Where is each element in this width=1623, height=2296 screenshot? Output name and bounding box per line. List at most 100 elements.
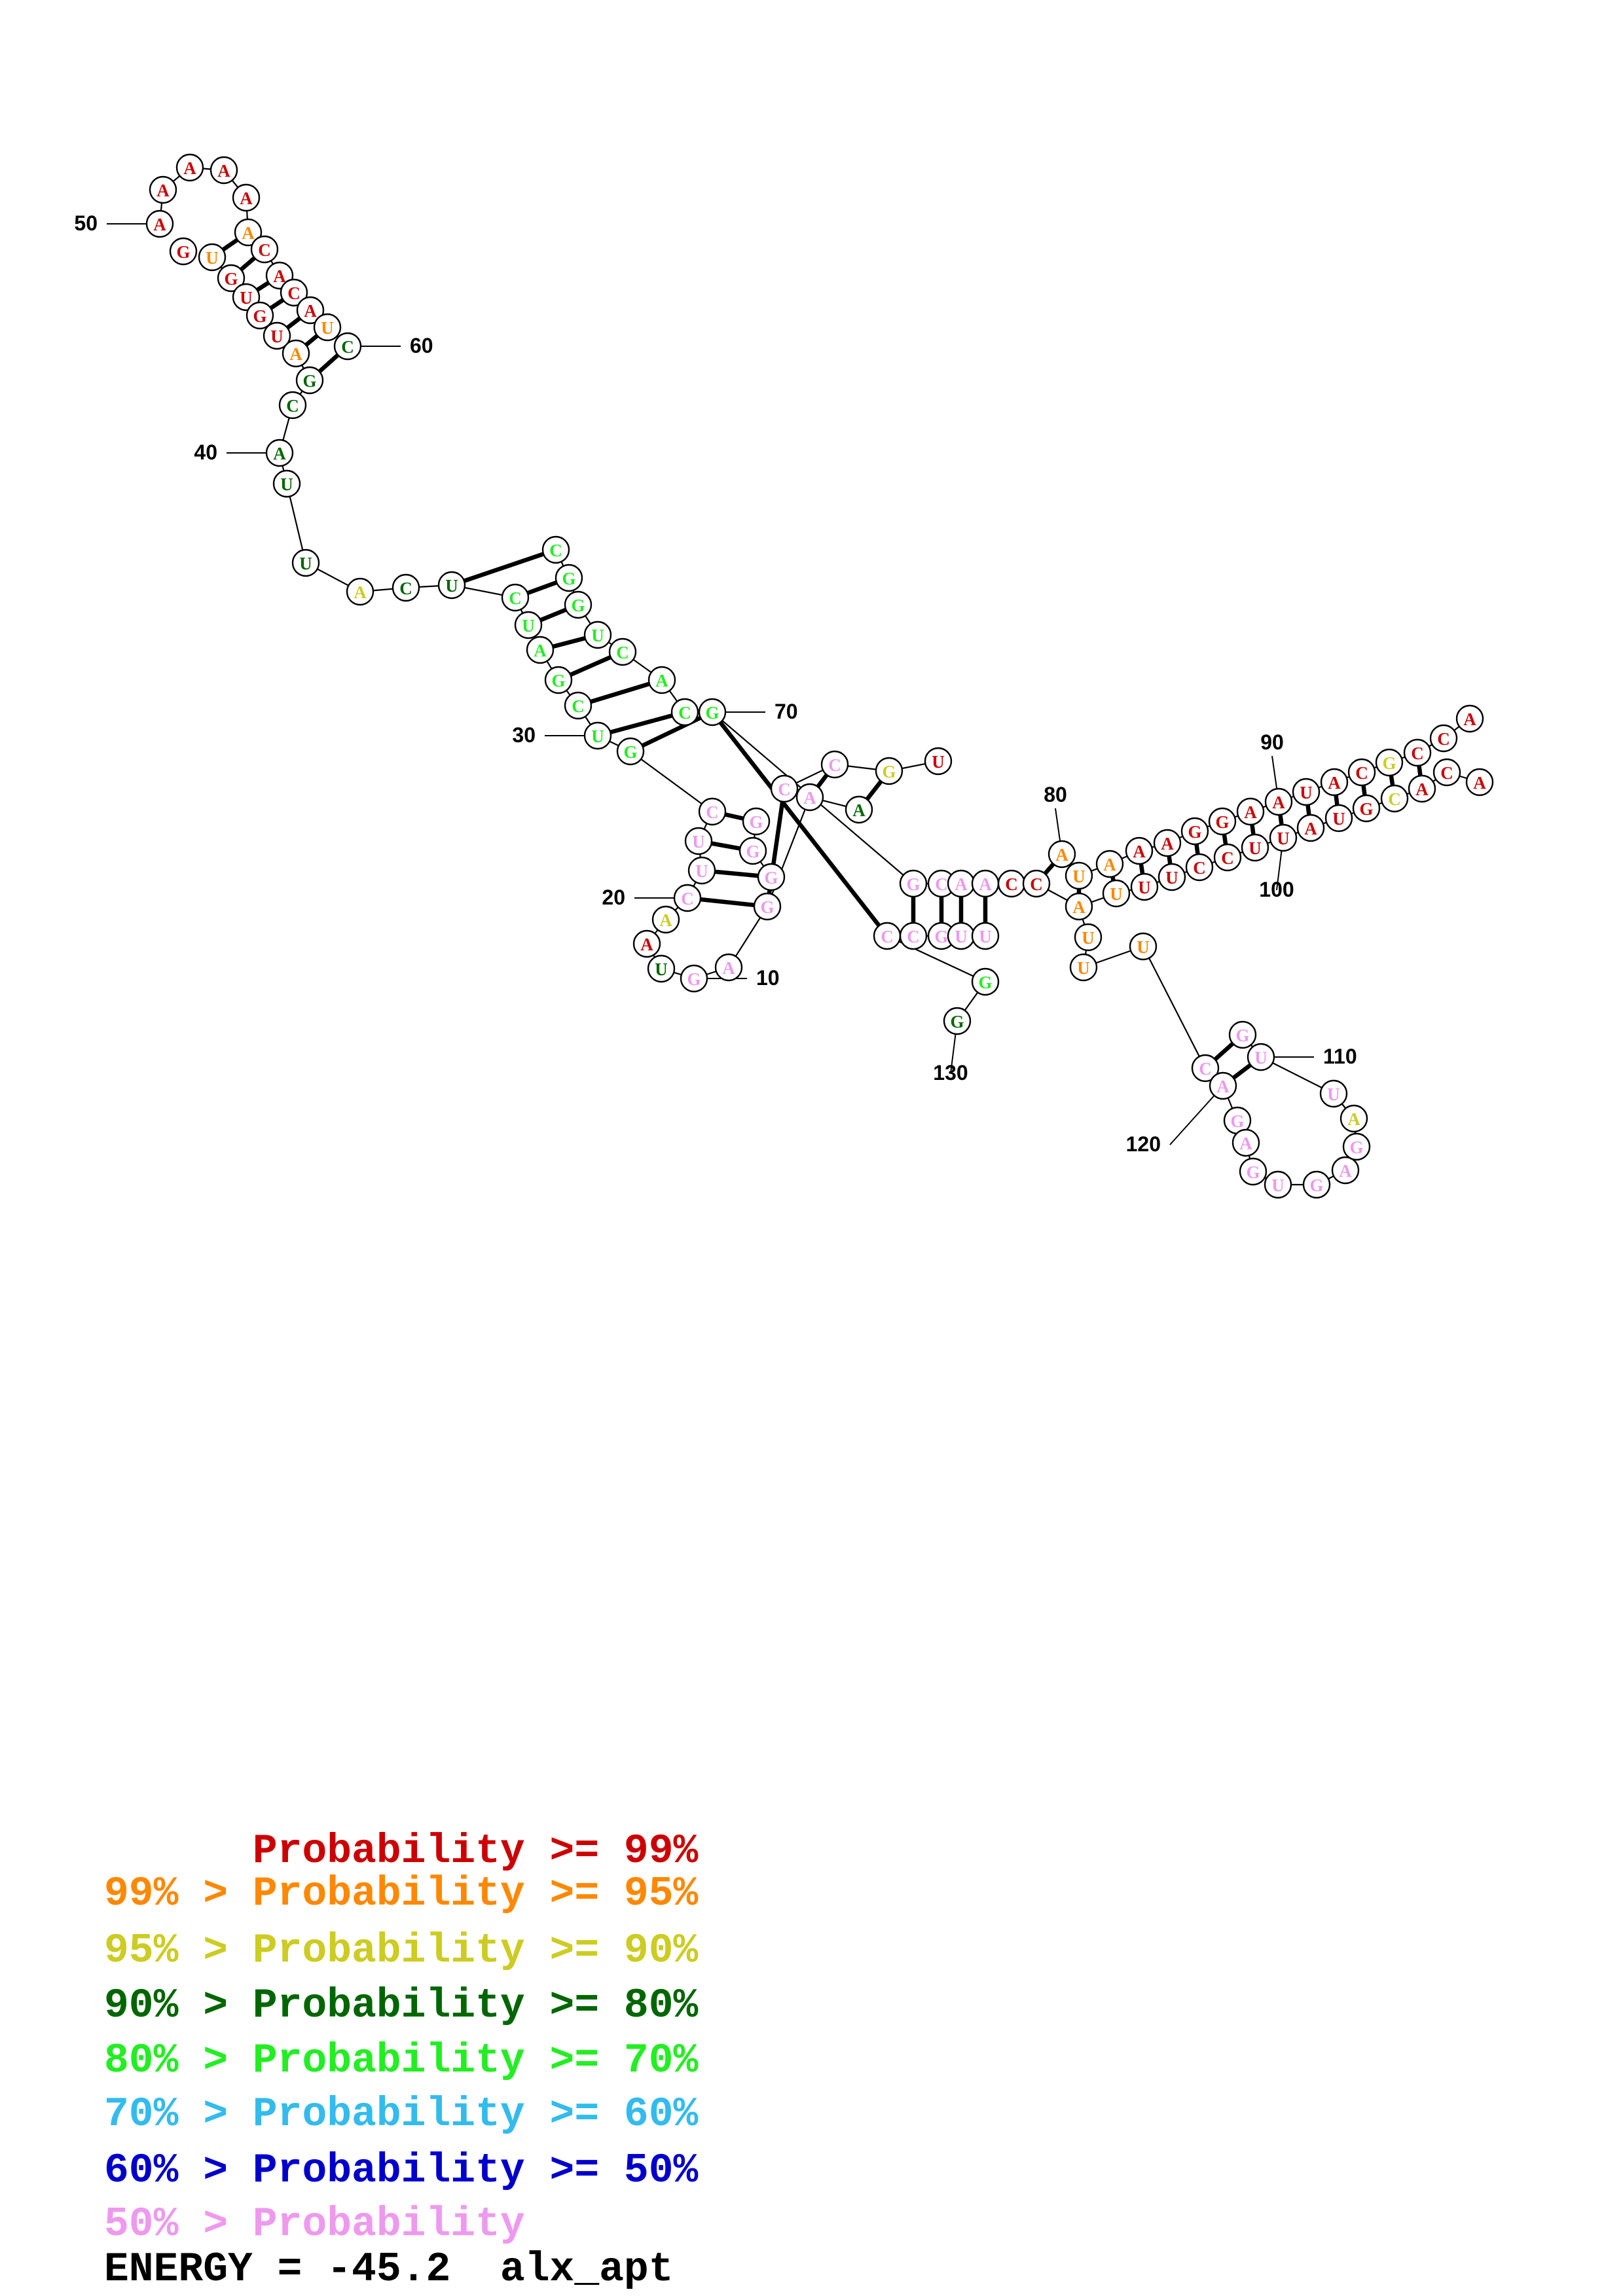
svg-text:G: G [302, 371, 316, 391]
svg-text:G: G [906, 874, 920, 894]
svg-text:A: A [1133, 842, 1146, 861]
svg-text:G: G [1309, 1175, 1323, 1195]
svg-text:C: C [1355, 763, 1368, 783]
svg-text:G: G [1188, 822, 1201, 842]
svg-text:C: C [681, 889, 694, 908]
svg-text:A: A [640, 935, 653, 954]
svg-text:C: C [616, 643, 629, 662]
svg-text:U: U [1249, 838, 1262, 858]
svg-text:C: C [1440, 763, 1453, 783]
svg-text:A: A [1244, 802, 1257, 822]
svg-text:A: A [1463, 709, 1476, 729]
svg-text:U: U [1137, 937, 1150, 957]
svg-text:A: A [1347, 1109, 1360, 1129]
svg-text:C: C [935, 874, 948, 894]
svg-text:G: G [760, 897, 774, 917]
svg-text:U: U [1072, 867, 1085, 886]
svg-text:A: A [242, 223, 255, 243]
svg-text:G: G [705, 703, 719, 723]
svg-text:A: A [273, 444, 286, 463]
svg-text:A: A [1328, 773, 1341, 793]
svg-text:130: 130 [933, 1061, 968, 1085]
svg-text:G: G [687, 969, 701, 989]
svg-text:A: A [1473, 773, 1486, 793]
svg-text:110: 110 [1323, 1045, 1357, 1068]
svg-text:U: U [206, 248, 219, 268]
svg-text:A: A [1239, 1134, 1252, 1153]
svg-text:U: U [979, 927, 992, 946]
svg-text:U: U [522, 616, 535, 636]
svg-text:A: A [1103, 855, 1116, 874]
svg-text:G: G [764, 868, 778, 888]
svg-text:A: A [659, 910, 672, 930]
svg-text:G: G [950, 1012, 964, 1031]
svg-text:G: G [1349, 1138, 1363, 1157]
svg-text:A: A [1055, 845, 1068, 865]
svg-text:A: A [289, 344, 302, 364]
svg-text:20: 20 [602, 886, 625, 909]
svg-text:G: G [978, 973, 992, 992]
svg-text:G: G [571, 596, 585, 615]
svg-text:C: C [828, 755, 841, 775]
svg-text:C: C [1437, 729, 1450, 749]
svg-text:C: C [287, 283, 301, 303]
svg-text:A: A [153, 215, 166, 234]
svg-text:G: G [253, 306, 266, 326]
svg-text:60: 60 [410, 334, 433, 357]
svg-text:U: U [655, 960, 668, 979]
svg-text:C: C [1030, 874, 1043, 894]
svg-text:G: G [934, 927, 948, 946]
svg-text:A: A [156, 181, 170, 200]
svg-text:U: U [1138, 878, 1151, 897]
svg-text:U: U [299, 554, 312, 573]
svg-text:A: A [955, 874, 968, 894]
svg-text:A: A [722, 958, 735, 978]
svg-text:G: G [176, 242, 190, 262]
svg-text:U: U [1327, 1085, 1340, 1104]
svg-text:C: C [1199, 1059, 1212, 1079]
svg-text:G: G [1246, 1162, 1260, 1182]
svg-text:G: G [562, 569, 575, 588]
svg-text:U: U [932, 752, 945, 772]
svg-text:A: A [217, 161, 230, 181]
svg-text:U: U [1082, 928, 1095, 948]
svg-text:U: U [1271, 1175, 1285, 1195]
svg-text:A: A [1216, 1077, 1230, 1096]
svg-text:U: U [1277, 829, 1290, 848]
svg-text:U: U [240, 288, 253, 308]
svg-text:A: A [655, 671, 668, 691]
svg-text:30: 30 [512, 723, 536, 747]
svg-text:U: U [1110, 884, 1123, 904]
svg-text:A: A [1161, 834, 1174, 853]
svg-text:G: G [623, 742, 637, 762]
svg-text:U: U [955, 927, 968, 946]
svg-text:A: A [1072, 897, 1085, 917]
svg-text:U: U [1254, 1048, 1267, 1067]
svg-text:C: C [549, 541, 562, 560]
svg-text:C: C [572, 696, 585, 716]
svg-text:U: U [1077, 958, 1090, 978]
svg-text:G: G [1230, 1111, 1244, 1131]
svg-text:C: C [1411, 744, 1424, 763]
svg-text:10: 10 [756, 966, 780, 990]
svg-text:U: U [1300, 783, 1313, 802]
svg-text:A: A [852, 800, 866, 820]
svg-text:A: A [1415, 780, 1429, 799]
svg-text:C: C [341, 337, 354, 357]
svg-text:G: G [1382, 753, 1396, 773]
svg-text:80: 80 [1044, 783, 1067, 806]
svg-text:100: 100 [1259, 878, 1294, 901]
svg-text:C: C [1388, 789, 1401, 809]
svg-text:U: U [321, 318, 334, 338]
svg-text:U: U [1165, 868, 1178, 888]
svg-text:U: U [692, 832, 705, 852]
svg-text:G: G [551, 671, 565, 691]
svg-text:C: C [678, 703, 691, 723]
svg-text:G: G [224, 269, 238, 289]
svg-text:50: 50 [74, 211, 98, 235]
svg-text:C: C [778, 780, 791, 799]
svg-text:A: A [803, 788, 816, 808]
svg-text:C: C [286, 396, 299, 416]
svg-text:A: A [1304, 819, 1317, 838]
svg-text:G: G [1359, 799, 1373, 819]
